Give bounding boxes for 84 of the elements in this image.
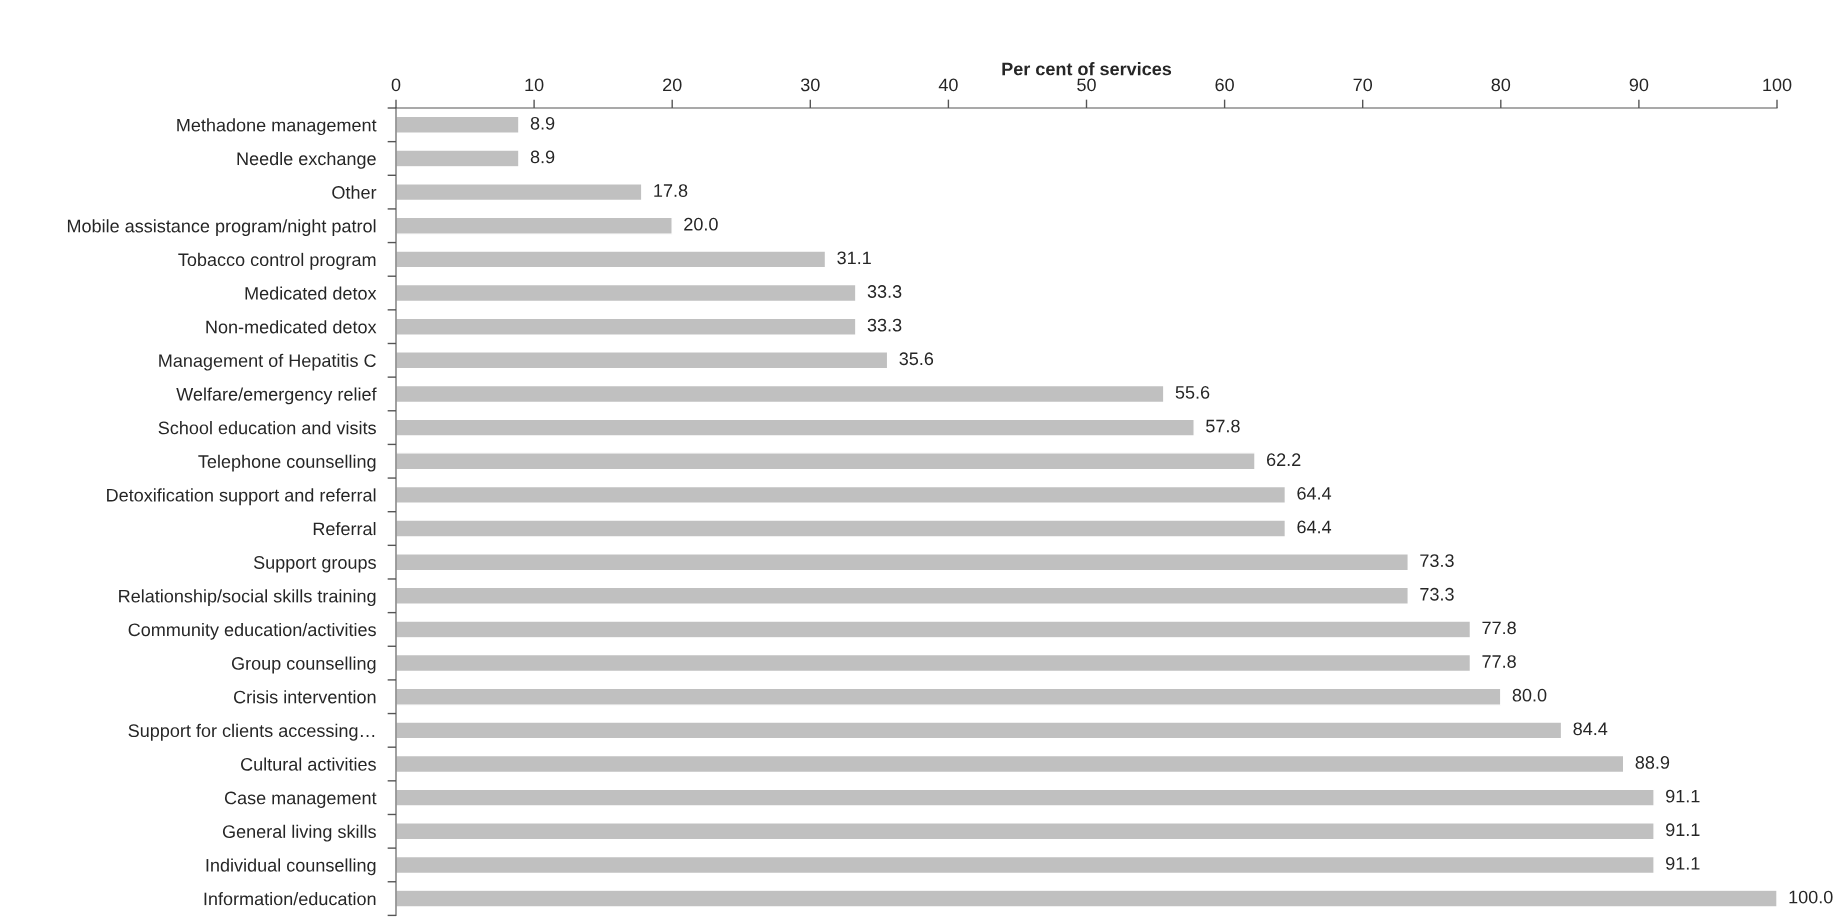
y-tick-label: Tobacco control program bbox=[178, 252, 376, 270]
data-label: 64.4 bbox=[1297, 520, 1332, 534]
y-tick-label: Case management bbox=[224, 791, 377, 808]
bar bbox=[396, 586, 1409, 605]
bar bbox=[396, 653, 1472, 673]
y-tick-label: Management of Hepatitis C bbox=[159, 353, 376, 371]
bar bbox=[396, 822, 1655, 841]
data-label: 20.0 bbox=[684, 217, 718, 231]
bar bbox=[396, 452, 1256, 471]
bar bbox=[396, 721, 1563, 740]
x-axis-title: Per cent of services bbox=[1002, 62, 1172, 76]
bar bbox=[396, 384, 1165, 404]
y-tick-label: Individual counselling bbox=[206, 858, 376, 876]
y-tick-label: Detoxification support and referral bbox=[107, 488, 376, 506]
y-tick-label: Needle exchange bbox=[237, 151, 376, 169]
y-tick-label: Group counselling bbox=[231, 656, 376, 674]
data-label: 88.9 bbox=[1635, 756, 1670, 769]
y-tick-label: Medicated detox bbox=[245, 286, 377, 300]
x-tick-label: 0 bbox=[391, 78, 401, 92]
y-tick-label: Methadone management bbox=[177, 118, 377, 136]
y-tick-label: Crisis intervention bbox=[233, 690, 376, 704]
y-tick-label: General living skills bbox=[222, 824, 376, 842]
data-label: 91.1 bbox=[1666, 857, 1700, 870]
data-label: 62.2 bbox=[1267, 453, 1301, 467]
y-tick-label: Information/education bbox=[204, 892, 376, 906]
bar bbox=[396, 754, 1625, 774]
data-label: 64.4 bbox=[1297, 486, 1332, 500]
y-tick-label: Community education/activities bbox=[128, 622, 376, 640]
y-tick-label: Mobile assistance program/night patrol bbox=[67, 219, 376, 237]
bar bbox=[396, 182, 643, 202]
y-tick-label: Cultural activities bbox=[241, 757, 376, 771]
x-tick-label: 70 bbox=[1353, 78, 1373, 92]
x-tick-label: 40 bbox=[938, 78, 958, 92]
y-tick-label: Welfare/emergency relief bbox=[176, 387, 377, 405]
bar bbox=[396, 485, 1287, 504]
y-tick-label: Support groups bbox=[253, 556, 376, 573]
x-tick-label: 90 bbox=[1629, 78, 1649, 92]
data-label: 77.8 bbox=[1482, 655, 1516, 668]
y-tick-label: School education and visits bbox=[158, 421, 376, 435]
data-label: 100.0 bbox=[1789, 890, 1833, 904]
data-label: 73.3 bbox=[1420, 587, 1454, 601]
y-tick-label: Other bbox=[332, 185, 377, 199]
y-tick-label: Telephone counselling bbox=[198, 454, 376, 472]
bar bbox=[396, 788, 1655, 807]
data-label: 84.4 bbox=[1573, 722, 1608, 736]
y-tick-label: Support for clients accessing… bbox=[128, 723, 375, 741]
bar bbox=[396, 351, 889, 370]
data-label: 8.9 bbox=[530, 150, 555, 164]
x-tick-label: 80 bbox=[1491, 78, 1511, 92]
y-tick-label: Non-medicated detox bbox=[206, 320, 377, 334]
data-label: 57.8 bbox=[1206, 419, 1240, 433]
bar bbox=[396, 216, 673, 235]
bar bbox=[396, 553, 1409, 572]
x-tick-label: 50 bbox=[1077, 78, 1096, 92]
data-label: 33.3 bbox=[867, 318, 902, 332]
data-label: 35.6 bbox=[899, 352, 934, 366]
data-label: 55.6 bbox=[1175, 386, 1210, 399]
data-label: 17.8 bbox=[654, 184, 688, 197]
x-tick-label: 100 bbox=[1763, 78, 1792, 92]
bar bbox=[396, 687, 1502, 706]
bar bbox=[396, 519, 1287, 538]
bar bbox=[396, 418, 1195, 437]
bar bbox=[396, 283, 857, 303]
bar bbox=[396, 855, 1655, 875]
data-label: 80.0 bbox=[1512, 688, 1547, 702]
bar bbox=[396, 317, 857, 336]
x-tick-label: 60 bbox=[1215, 78, 1234, 92]
data-label: 33.3 bbox=[867, 285, 902, 298]
data-label: 31.1 bbox=[837, 251, 871, 265]
data-label: 77.8 bbox=[1482, 621, 1516, 635]
y-tick-label: Referral bbox=[313, 521, 376, 536]
x-tick-label: 10 bbox=[525, 78, 544, 92]
bar bbox=[396, 889, 1777, 908]
data-label: 91.1 bbox=[1666, 789, 1700, 803]
bar bbox=[396, 620, 1472, 639]
bar bbox=[396, 115, 520, 134]
data-label: 8.9 bbox=[530, 116, 555, 130]
bar bbox=[396, 149, 520, 168]
data-label: 73.3 bbox=[1420, 554, 1454, 568]
y-tick-label: Relationship/social skills training bbox=[119, 589, 376, 607]
x-tick-label: 30 bbox=[800, 78, 820, 92]
x-tick-label: 20 bbox=[663, 78, 682, 92]
data-label: 91.1 bbox=[1666, 823, 1700, 837]
bar bbox=[396, 250, 827, 269]
